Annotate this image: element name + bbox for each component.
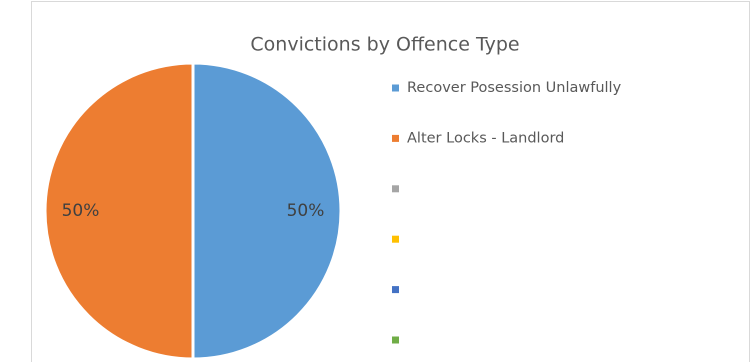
legend-marker bbox=[392, 185, 399, 193]
legend-marker bbox=[392, 286, 399, 294]
data-label: 50% bbox=[62, 201, 100, 221]
legend-label: Recover Posession Unlawfully bbox=[407, 80, 622, 96]
pie-slice bbox=[43, 61, 195, 361]
legend-marker bbox=[392, 336, 399, 344]
data-label: 50% bbox=[287, 201, 325, 221]
legend-marker bbox=[392, 235, 399, 243]
legend-marker bbox=[392, 134, 399, 142]
legend-marker bbox=[392, 84, 399, 92]
pie-slice bbox=[191, 61, 343, 361]
legend-label: Alter Locks - Landlord bbox=[407, 130, 564, 146]
chart-title: Convictions by Offence Type bbox=[250, 34, 519, 56]
